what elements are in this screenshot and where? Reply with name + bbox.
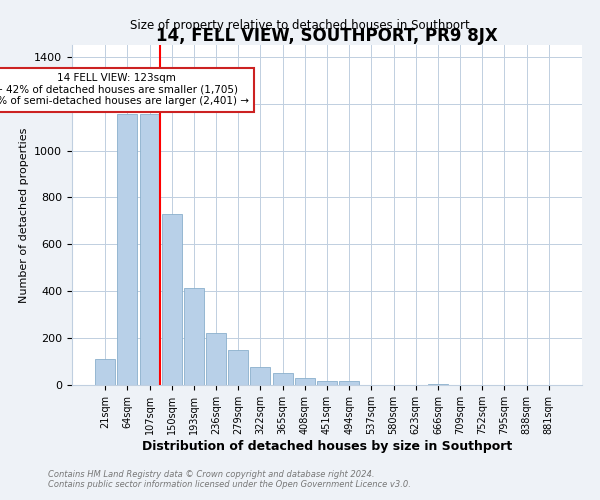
Bar — [140, 114, 160, 385]
Text: Contains HM Land Registry data © Crown copyright and database right 2024.
Contai: Contains HM Land Registry data © Crown c… — [48, 470, 411, 489]
Bar — [162, 214, 182, 385]
X-axis label: Distribution of detached houses by size in Southport: Distribution of detached houses by size … — [142, 440, 512, 453]
Bar — [206, 334, 226, 385]
Title: 14, FELL VIEW, SOUTHPORT, PR9 8JX: 14, FELL VIEW, SOUTHPORT, PR9 8JX — [156, 27, 498, 45]
Bar — [339, 382, 359, 385]
Bar — [228, 350, 248, 385]
Y-axis label: Number of detached properties: Number of detached properties — [19, 128, 29, 302]
Bar — [250, 368, 271, 385]
Bar — [317, 381, 337, 385]
Bar — [95, 359, 115, 385]
Text: Size of property relative to detached houses in Southport: Size of property relative to detached ho… — [130, 20, 470, 32]
Bar — [272, 374, 293, 385]
Bar — [428, 384, 448, 385]
Bar — [184, 288, 204, 385]
Text: 14 FELL VIEW: 123sqm
← 42% of detached houses are smaller (1,705)
58% of semi-de: 14 FELL VIEW: 123sqm ← 42% of detached h… — [0, 73, 249, 106]
Bar — [295, 378, 315, 385]
Bar — [118, 114, 137, 385]
